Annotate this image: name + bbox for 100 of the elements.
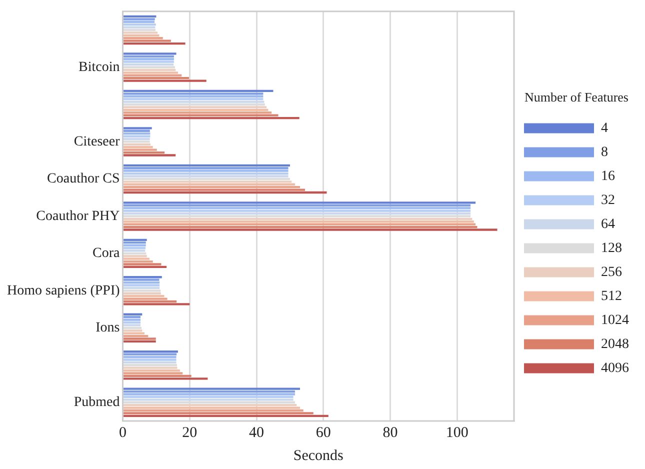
bar [124, 24, 156, 26]
bar [124, 167, 288, 170]
legend-title: Number of Features [524, 90, 628, 105]
bar [124, 414, 328, 418]
bar [124, 148, 157, 151]
bar [124, 206, 471, 210]
bar [124, 143, 151, 146]
x-tick-label: 20 [182, 424, 198, 441]
bar [124, 340, 156, 343]
bar [124, 188, 306, 191]
bar [124, 361, 176, 364]
bar [124, 175, 288, 178]
bar [124, 154, 176, 156]
bar [124, 132, 150, 135]
bar [124, 284, 160, 286]
bar [124, 55, 174, 58]
bar [124, 250, 146, 252]
x-tick-label: 100 [446, 424, 468, 441]
bar [124, 298, 168, 300]
bar [124, 26, 156, 28]
bar [124, 130, 150, 132]
x-tick-label: 60 [316, 424, 331, 441]
legend-label: 8 [601, 144, 608, 160]
y-tick-label: Coauthor PHY [36, 208, 120, 224]
bar [124, 138, 150, 140]
bar [124, 321, 140, 324]
bar [124, 80, 206, 82]
bar [124, 295, 164, 298]
bar [124, 106, 267, 108]
bar [124, 313, 142, 316]
bar [124, 74, 182, 76]
bar [124, 140, 150, 143]
bar [124, 212, 471, 215]
legend-label: 2048 [601, 336, 629, 352]
bar [124, 68, 176, 72]
bar [124, 266, 167, 268]
bar [124, 170, 288, 172]
bar [124, 191, 327, 194]
bar [124, 183, 295, 186]
legend-label: 4 [601, 120, 608, 136]
bar [124, 15, 156, 18]
bar [124, 202, 476, 204]
bar [124, 112, 272, 114]
bar [124, 246, 146, 250]
bar [124, 258, 150, 260]
bar [124, 77, 189, 80]
bar [124, 60, 174, 63]
bar [124, 278, 160, 281]
bar [124, 108, 268, 111]
bar [124, 226, 478, 228]
bar [124, 366, 178, 369]
legend-label: 512 [601, 288, 622, 304]
bar [124, 388, 300, 390]
bar [124, 412, 314, 414]
x-axis-title: Seconds [293, 448, 344, 464]
bar [124, 334, 148, 338]
legend-label: 1024 [601, 312, 629, 328]
bar [124, 369, 180, 372]
bar [124, 114, 278, 116]
bar [124, 300, 177, 303]
bar [124, 92, 264, 95]
y-tick-label: Bitcoin [78, 60, 120, 75]
bar [124, 228, 498, 231]
bar [124, 286, 160, 290]
bar [124, 238, 147, 241]
bar [124, 223, 476, 226]
bar [124, 164, 290, 167]
bar [124, 390, 295, 393]
bar [124, 358, 176, 361]
bar [124, 350, 178, 353]
bar [124, 406, 300, 409]
bar [124, 330, 142, 332]
bar [124, 146, 153, 148]
bar [124, 42, 186, 45]
bar [124, 18, 155, 20]
bar [124, 98, 264, 100]
y-tick-label: Citeseer [74, 134, 120, 150]
y-tick-label: Coauthor CS [47, 172, 120, 187]
bar [124, 180, 292, 183]
bar [124, 326, 142, 329]
bar [124, 396, 294, 398]
bar [124, 292, 161, 294]
bar [124, 116, 300, 120]
bar [124, 28, 156, 32]
bar [124, 63, 174, 66]
bar [124, 276, 162, 278]
bar [124, 220, 474, 223]
bar [124, 353, 177, 356]
bar [124, 37, 163, 40]
bar [124, 34, 160, 37]
bar [124, 332, 145, 334]
bar [124, 364, 177, 366]
y-tick-label: Cora [92, 246, 121, 262]
bar [124, 356, 176, 358]
bar [124, 127, 152, 130]
bar [124, 393, 295, 396]
bar [124, 281, 160, 284]
bar [124, 290, 161, 292]
bar [124, 210, 471, 212]
bar [124, 318, 140, 321]
